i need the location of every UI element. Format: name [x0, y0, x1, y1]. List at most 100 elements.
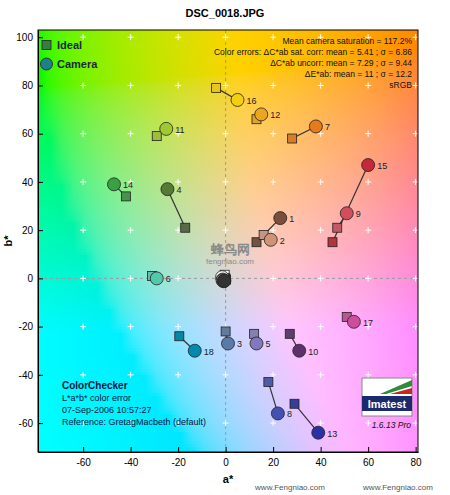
annotation: Mean camera saturation = 117.2% — [282, 36, 412, 46]
background-band — [38, 135, 418, 139]
ideal-point — [285, 329, 294, 338]
y-tick-label: -40 — [19, 370, 34, 381]
grid-cross — [175, 179, 181, 185]
y-tick: -40 — [19, 370, 43, 381]
logo-stripe — [390, 388, 412, 394]
camera-point — [274, 212, 287, 225]
grid-cross — [413, 372, 418, 378]
grid-cross — [80, 82, 86, 88]
camera-point — [160, 122, 173, 135]
x-tick: 80 — [411, 447, 423, 468]
x-tick-label: 60 — [363, 457, 375, 468]
background-band — [38, 171, 418, 175]
background-band — [38, 117, 418, 121]
grid-cross — [80, 372, 86, 378]
y-tick: 60 — [22, 128, 43, 139]
background-band — [38, 291, 418, 295]
grid-cross — [175, 372, 181, 378]
x-tick: 40 — [316, 447, 328, 468]
y-tick-label: 100 — [16, 32, 33, 43]
x-tick-label: -40 — [124, 457, 139, 468]
background-band — [38, 303, 418, 307]
background-band — [38, 150, 418, 154]
background-band — [38, 129, 418, 133]
grid-cross — [413, 131, 418, 137]
background-band — [38, 294, 418, 298]
background-band — [38, 87, 418, 91]
grid-cross — [318, 420, 324, 426]
x-tick-mark — [178, 447, 179, 452]
ideal-point — [333, 223, 342, 232]
patch-label: 8 — [287, 409, 292, 419]
background-band — [38, 195, 418, 199]
grid-cross — [223, 227, 229, 233]
grid-cross — [128, 131, 134, 137]
background-band — [38, 441, 418, 445]
background-band — [38, 108, 418, 112]
camera-point — [231, 93, 244, 106]
background-band — [38, 438, 418, 442]
y-tick-mark — [38, 327, 43, 328]
background-band — [38, 357, 418, 361]
grid-cross — [270, 275, 276, 281]
camera-point — [293, 344, 306, 357]
patch-label: 2 — [280, 236, 285, 246]
background-band — [38, 231, 418, 235]
grid-cross — [128, 34, 134, 40]
error-connector — [333, 165, 369, 242]
x-tick-label: -60 — [76, 457, 91, 468]
background-band — [38, 81, 418, 85]
background-band — [38, 90, 418, 94]
grid-cross — [365, 420, 371, 426]
footer-text: www.Fengniao.com — [254, 483, 325, 492]
y-axis: -60-40-20020406080100 — [16, 31, 43, 453]
grid-cross — [270, 131, 276, 137]
grid-cross — [413, 227, 418, 233]
patch-label: 5 — [266, 339, 271, 349]
grid-cross — [270, 82, 276, 88]
grid-cross — [223, 420, 229, 426]
background-band — [38, 288, 418, 292]
caption-line: ColorChecker — [62, 380, 128, 391]
background-band — [38, 354, 418, 358]
y-tick: -60 — [19, 418, 43, 429]
grid-cross — [80, 324, 86, 330]
grid-cross — [223, 82, 229, 88]
x-tick-mark — [226, 447, 227, 452]
background-band — [38, 192, 418, 196]
grid-cross — [318, 179, 324, 185]
x-tick: -40 — [124, 447, 139, 468]
logo-version: 1.6.13 Pro — [372, 420, 411, 430]
x-tick: -20 — [171, 447, 186, 468]
legend-swatch — [42, 41, 51, 50]
grid-cross — [223, 34, 229, 40]
x-tick-label: 20 — [268, 457, 280, 468]
background-band — [38, 207, 418, 211]
background-band — [38, 300, 418, 304]
y-axis-title: b* — [2, 235, 14, 247]
camera-point — [340, 207, 353, 220]
background-band — [38, 225, 418, 229]
background-band — [38, 30, 418, 34]
y-tick-mark — [38, 278, 43, 279]
grid-cross — [80, 131, 86, 137]
x-tick: 60 — [363, 447, 375, 468]
x-tick-label: 40 — [316, 457, 328, 468]
background-band — [38, 102, 418, 106]
background-band — [38, 162, 418, 166]
patch-label: 13 — [327, 429, 337, 439]
watermark: 蜂鸟网fengniao.comwww.Fengniao.comwww.Fengn… — [206, 242, 433, 492]
ideal-point — [152, 132, 161, 141]
patch-label: 7 — [325, 122, 330, 132]
patch-label: 15 — [377, 161, 387, 171]
y-tick-mark — [38, 37, 43, 38]
background-band — [38, 99, 418, 103]
camera-point — [264, 233, 277, 246]
grid-cross — [223, 372, 229, 378]
x-tick: -60 — [76, 447, 91, 468]
patch-label: 14 — [123, 180, 133, 190]
y-tick-mark — [38, 182, 43, 183]
y-tick: -20 — [19, 321, 43, 332]
x-axis-line — [39, 452, 419, 453]
camera-point — [312, 426, 325, 439]
